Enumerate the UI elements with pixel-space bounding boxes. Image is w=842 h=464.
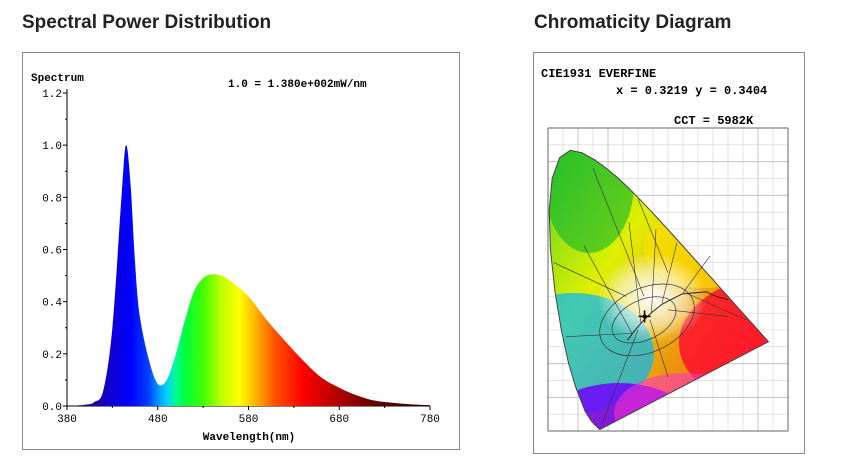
spd-x-axis-label: Wavelength(nm): [203, 432, 295, 444]
cie-coordinates: x = 0.3219 y = 0.3404: [616, 84, 767, 98]
spd-heading: Spectral Power Distribution: [22, 12, 272, 33]
cie-region-line: [685, 292, 747, 321]
cie-chart-panel: CIE1931 EVERFINE x = 0.3219 y = 0.3404 C…: [533, 52, 805, 454]
spd-y-tick-label: 0.2: [42, 350, 62, 362]
cie-region-line: [592, 168, 645, 297]
chromaticity-point-dot: [642, 314, 647, 319]
spd-chart-title: Spectrum: [31, 73, 84, 85]
spd-x-tick-labels: 380 480 580 680 780: [57, 414, 440, 426]
cie-heading: Chromaticity Diagram: [534, 12, 732, 33]
spd-scale-annotation: 1.0 = 1.380e+002mW/nm: [228, 79, 367, 91]
spd-x-tick-label: 480: [148, 414, 168, 426]
cie-region-line: [553, 262, 627, 297]
cie-cct: CCT = 5982K: [674, 114, 754, 128]
cie-region-line: [651, 228, 657, 313]
spd-y-tick-label: 0.4: [42, 298, 62, 310]
spd-chart-panel: Spectrum 1.0 = 1.380e+002mW/nm Wavelengt…: [22, 52, 460, 450]
cie-white-region: [611, 296, 677, 344]
spd-y-tick-label: 0.6: [42, 246, 62, 258]
cie-region-line: [601, 329, 639, 425]
cie-white-region-outer: [599, 283, 695, 357]
cie-plot-frame: [547, 127, 789, 432]
spd-x-tick-label: 580: [239, 414, 259, 426]
spd-y-tick-label: 1.0: [42, 141, 62, 153]
spd-y-tick-label: 0.0: [42, 402, 62, 414]
planckian-locus: [627, 291, 729, 341]
spd-y-tick-labels: 0.0 0.2 0.4 0.6 0.8 1.0 1.2: [42, 89, 62, 414]
cct-isotherm-lines: [553, 168, 747, 425]
cie-region-line: [667, 309, 729, 317]
cie-region-line: [637, 198, 669, 273]
spd-x-tick-label: 380: [57, 414, 77, 426]
cie-region-line: [583, 245, 633, 334]
spd-y-tick-label: 1.2: [42, 89, 62, 101]
chromaticity-point-marker: [638, 310, 651, 323]
spd-x-tick-label: 680: [329, 414, 349, 426]
spectrum-area: [67, 145, 430, 406]
spd-y-tick-label: 0.8: [42, 193, 62, 205]
cie-chart-title: CIE1931 EVERFINE: [541, 67, 656, 81]
cie-region-line: [682, 255, 711, 294]
spd-chart: Spectrum 1.0 = 1.380e+002mW/nm Wavelengt…: [31, 73, 440, 444]
cie-chart: CIE1931 EVERFINE x = 0.3219 y = 0.3404 C…: [541, 67, 789, 432]
cie-region-line: [661, 242, 678, 304]
spectral-locus-outline: [548, 149, 770, 430]
cie-region-line: [649, 319, 669, 378]
spd-x-tick-label: 780: [420, 414, 440, 426]
cie-region-line: [565, 333, 633, 338]
cie-region-line: [628, 222, 642, 324]
